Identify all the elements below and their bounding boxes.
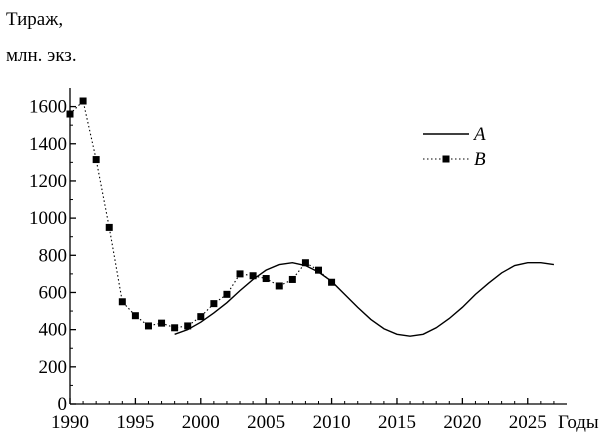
series-b-point [184,322,192,330]
y-tick-label: 800 [39,245,68,266]
x-tick-label: 1990 [51,412,89,433]
series-b-point [223,290,231,298]
x-axis-title: Годы [558,412,599,433]
series-b-point [301,259,309,267]
legend-b-marker [442,155,450,163]
legend: AB [423,124,486,170]
series-b-point [249,272,257,280]
y-tick-label: 1200 [29,171,67,192]
series-b-point [275,282,283,290]
x-tick-label: 1995 [116,412,154,433]
series-b-line [69,99,332,329]
y-tick-label: 600 [39,282,68,303]
y-tick-label: 400 [39,320,68,341]
series-b-point [105,223,113,231]
series-b-point [92,156,100,164]
y-tick-label: 0 [58,394,68,415]
x-tick-label: 2010 [313,412,351,433]
y-tick-label: 1000 [29,208,67,229]
y-axis-title-line-1: Тираж, [6,9,64,30]
series-b-point [315,266,322,274]
series-b-point [262,275,270,283]
x-tick-label: 2000 [182,412,220,433]
series-b-point [236,270,244,278]
y-axis-title-line-2: млн. экз. [6,45,77,66]
y-tick-label: 200 [39,357,68,378]
series-b-point [118,298,126,306]
x-tick-label: 2015 [378,412,416,433]
x-tick-label: 2025 [509,412,547,433]
series-b-point [288,275,296,283]
series-a-line [174,262,555,337]
series-b-point [79,97,87,105]
series-b-point [66,110,74,118]
axes [69,88,567,405]
tick-marks [69,105,555,405]
y-tick-label: 1600 [29,97,67,118]
legend-b-label: B [474,149,486,170]
series-b-point [171,324,179,332]
series-b-point [197,313,205,321]
series-b-point [328,278,336,286]
legend-a-label: A [472,124,486,145]
y-tick-label: 1400 [29,134,67,155]
series-b-point [158,319,166,327]
series-b-point [131,312,139,320]
x-tick-label: 2020 [443,412,481,433]
tick-labels: 0 200 400 600 800 1000 1200 1400 1600 1990 1995 200… [29,97,547,433]
series-b-point [210,300,218,308]
series-layer [66,97,555,337]
series-b-point [144,322,152,330]
x-tick-label: 2005 [247,412,285,433]
